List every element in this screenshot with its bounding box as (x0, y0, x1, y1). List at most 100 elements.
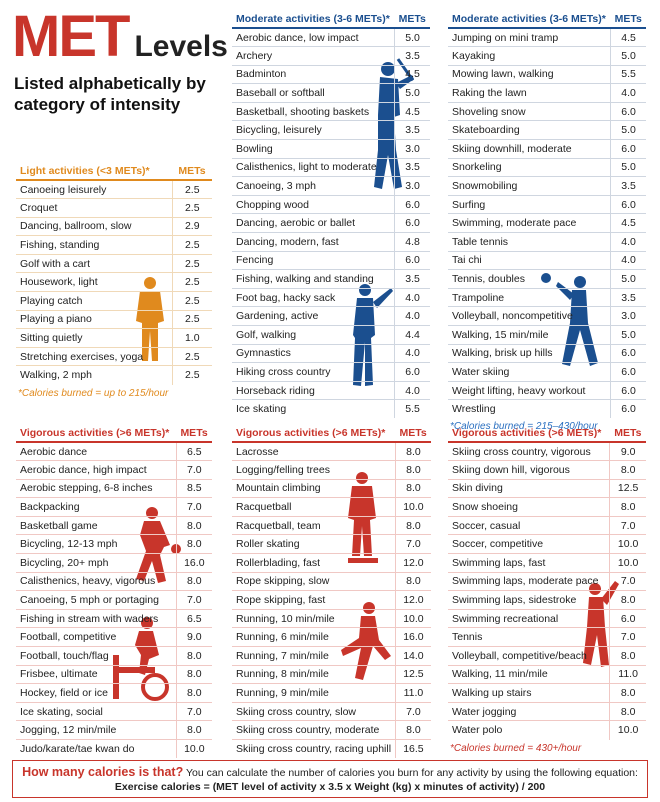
met-value: 10.0 (175, 739, 212, 759)
met-value: 7.0 (175, 460, 212, 480)
vigorous1-heading: Vigorous activities (>6 METs)* (16, 424, 177, 443)
activity-name: Skiing down hill, vigorous (448, 460, 610, 480)
met-value: 3.0 (610, 306, 646, 326)
table-row: Soccer, casual 7.0 (448, 515, 646, 535)
activity-name: Swimming, moderate pace (448, 213, 611, 233)
table-row: Hiking cross country 6.0 (232, 362, 430, 382)
met-value: 7.0 (175, 497, 212, 517)
met-value: 3.5 (394, 157, 430, 177)
met-value: 12.0 (395, 590, 431, 610)
table-row: Kayaking 5.0 (448, 46, 646, 66)
table-row: Mowing lawn, walking 5.5 (448, 64, 646, 84)
met-value: 5.5 (394, 399, 430, 419)
met-value: 8.0 (609, 497, 646, 517)
activity-name: Swimming laps, sidestroke (448, 590, 610, 610)
met-value: 5.0 (610, 269, 646, 289)
met-value: 8.0 (175, 515, 212, 535)
met-value: 7.0 (609, 627, 646, 647)
activity-name: Football, touch/flag (16, 646, 177, 666)
met-value: 8.0 (175, 664, 212, 684)
table-row: Canoeing leisurely 2.5 (16, 179, 212, 199)
activity-name: Football, competitive (16, 627, 177, 647)
table-row: Golf, walking 4.4 (232, 325, 430, 345)
table-row: Skiing downhill, moderate 6.0 (448, 139, 646, 159)
table-row: Running, 6 min/mile 16.0 (232, 627, 431, 647)
light-activities-table: Light activities (<3 METs)* METs Canoein… (16, 162, 212, 399)
table-row: Walking, 11 min/mile 11.0 (448, 664, 646, 684)
met-value: 5.0 (394, 83, 430, 103)
table-row: Skateboarding 5.0 (448, 120, 646, 140)
activity-name: Roller skating (232, 534, 396, 554)
met-value: 2.5 (171, 179, 212, 199)
table-row: Croquet 2.5 (16, 198, 212, 218)
met-value: 2.5 (171, 291, 212, 311)
activity-name: Skateboarding (448, 120, 611, 140)
met-value: 6.5 (175, 441, 212, 461)
met-value: 10.0 (609, 720, 646, 740)
activity-name: Running, 7 min/mile (232, 646, 396, 666)
activity-name: Snorkeling (448, 157, 611, 177)
activity-name: Skiing cross country, slow (232, 701, 396, 721)
table-row: Wrestling 6.0 (448, 399, 646, 419)
met-value: 4.0 (394, 306, 430, 326)
met-value: 4.5 (610, 213, 646, 233)
met-value: 12.5 (609, 478, 646, 498)
met-value: 6.0 (610, 399, 646, 419)
table-row: Tennis 7.0 (448, 627, 646, 647)
table-row: Fishing in stream with waders 6.5 (16, 608, 212, 628)
table-row: Foot bag, hacky sack 4.0 (232, 287, 430, 307)
table-row: Raking the lawn 4.0 (448, 83, 646, 103)
table-row: Rollerblading, fast 12.0 (232, 553, 431, 573)
table-row: Stretching exercises, yoga 2.5 (16, 346, 212, 366)
activity-name: Aerobic dance, high impact (16, 460, 177, 480)
activity-name: Volleyball, competitive/beach (448, 646, 610, 666)
activity-name: Baseball or softball (232, 83, 395, 103)
table-row: Running, 8 min/mile 12.5 (232, 664, 431, 684)
vigorous-activities-table-2: Vigorous activities (>6 METs)* METs Lacr… (232, 424, 431, 759)
table-row: Bicycling, 12-13 mph 8.0 (16, 534, 212, 554)
light-heading: Light activities (<3 METs)* (16, 162, 173, 181)
table-row: Swimming recreational 6.0 (448, 608, 646, 628)
met-value: 6.0 (394, 213, 430, 233)
table-row: Snow shoeing 8.0 (448, 497, 646, 517)
met-value: 8.0 (175, 646, 212, 666)
table-row: Gardening, active 4.0 (232, 306, 430, 326)
table-row: Archery 3.5 (232, 46, 430, 66)
met-value: 2.5 (171, 346, 212, 366)
table-row: Football, touch/flag 8.0 (16, 646, 212, 666)
met-value: 12.0 (395, 553, 431, 573)
activity-name: Playing a piano (16, 309, 173, 329)
met-value: 6.0 (610, 139, 646, 159)
met-value: 5.5 (610, 64, 646, 84)
met-value: 3.5 (394, 269, 430, 289)
table-row: Lacrosse 8.0 (232, 441, 431, 461)
met-value: 8.0 (609, 683, 646, 703)
table-row: Bowling 3.0 (232, 139, 430, 159)
activity-name: Fishing in stream with waders (16, 608, 177, 628)
met-value: 6.0 (609, 608, 646, 628)
table-row: Dancing, ballroom, slow 2.9 (16, 216, 212, 236)
table-row: Volleyball, noncompetitive 3.0 (448, 306, 646, 326)
met-value: 14.0 (395, 646, 431, 666)
met-value: 4.5 (610, 27, 646, 47)
met-value: 2.5 (171, 272, 212, 292)
table-row: Backpacking 7.0 (16, 497, 212, 517)
vigorous3-mets-header: METs (609, 424, 646, 443)
activity-name: Fishing, walking and standing (232, 269, 395, 289)
activity-name: Walking, 15 min/mile (448, 325, 611, 345)
activity-name: Snowmobiling (448, 176, 611, 196)
activity-name: Frisbee, ultimate (16, 664, 177, 684)
table-row: Fishing, standing 2.5 (16, 235, 212, 255)
met-value: 6.0 (610, 343, 646, 363)
activity-name: Basketball, shooting baskets (232, 101, 395, 121)
table-row: Surfing 6.0 (448, 194, 646, 214)
activity-name: Ice skating (232, 399, 395, 419)
met-value: 6.0 (394, 194, 430, 214)
met-value: 16.0 (175, 553, 212, 573)
met-value: 7.0 (395, 534, 431, 554)
activity-name: Playing catch (16, 291, 173, 311)
table-row: Jogging, 12 min/mile 8.0 (16, 720, 212, 740)
met-value: 1.0 (171, 328, 212, 348)
activity-name: Gardening, active (232, 306, 395, 326)
met-value: 4.0 (394, 287, 430, 307)
